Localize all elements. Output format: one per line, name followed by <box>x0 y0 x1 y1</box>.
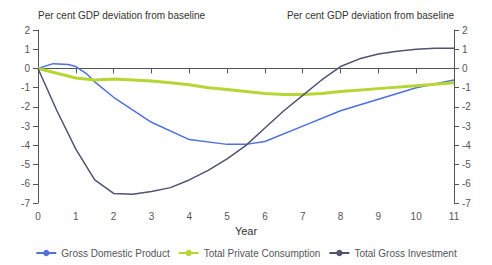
svg-text:0: 0 <box>462 63 468 74</box>
svg-text:5: 5 <box>224 211 230 222</box>
svg-text:-2: -2 <box>21 101 30 112</box>
svg-text:Year: Year <box>235 225 258 237</box>
svg-text:Per cent GDP deviation from ba: Per cent GDP deviation from baseline <box>287 10 455 21</box>
svg-text:-6: -6 <box>21 178 30 189</box>
svg-text:0: 0 <box>24 63 30 74</box>
svg-text:3: 3 <box>149 211 155 222</box>
svg-text:2: 2 <box>111 211 117 222</box>
svg-text:Gross Domestic Product: Gross Domestic Product <box>61 248 170 259</box>
svg-text:1: 1 <box>73 211 79 222</box>
svg-text:7: 7 <box>300 211 306 222</box>
svg-text:-2: -2 <box>462 101 471 112</box>
svg-text:8: 8 <box>338 211 344 222</box>
svg-text:-1: -1 <box>462 82 471 93</box>
svg-text:1: 1 <box>462 44 468 55</box>
svg-text:-4: -4 <box>462 140 471 151</box>
svg-text:1: 1 <box>24 44 30 55</box>
svg-text:-3: -3 <box>21 121 30 132</box>
svg-text:6: 6 <box>262 211 268 222</box>
svg-text:4: 4 <box>186 211 192 222</box>
svg-text:-1: -1 <box>21 82 30 93</box>
svg-text:2: 2 <box>462 25 468 36</box>
svg-text:Total Gross Investment: Total Gross Investment <box>354 248 456 259</box>
svg-text:-5: -5 <box>462 159 471 170</box>
svg-text:Total Private Consumption: Total Private Consumption <box>204 248 321 259</box>
svg-text:-5: -5 <box>21 159 30 170</box>
svg-text:Per cent GDP deviation from ba: Per cent GDP deviation from baseline <box>38 10 206 21</box>
svg-text:10: 10 <box>411 211 423 222</box>
svg-text:-7: -7 <box>21 198 30 209</box>
svg-text:11: 11 <box>449 211 460 222</box>
svg-text:-6: -6 <box>462 178 471 189</box>
svg-text:0: 0 <box>35 211 41 222</box>
svg-text:2: 2 <box>24 25 30 36</box>
svg-text:-3: -3 <box>462 121 471 132</box>
svg-text:-4: -4 <box>21 140 30 151</box>
svg-text:-7: -7 <box>462 198 471 209</box>
svg-text:9: 9 <box>376 211 382 222</box>
